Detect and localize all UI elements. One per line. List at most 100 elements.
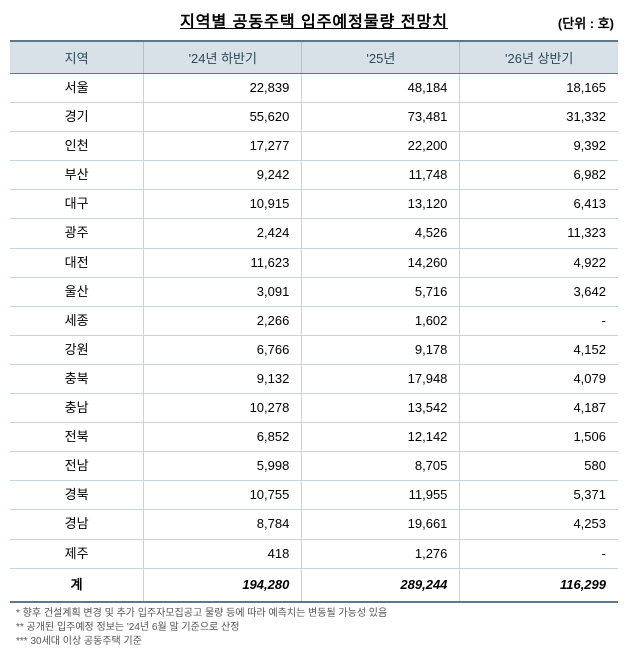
value-cell: 4,922: [460, 248, 618, 277]
value-cell: 9,132: [144, 364, 302, 393]
value-cell: 4,187: [460, 394, 618, 423]
table-row: 전남5,9988,705580: [10, 452, 618, 481]
table-row: 부산9,24211,7486,982: [10, 161, 618, 190]
value-cell: 13,120: [302, 190, 460, 219]
value-cell: 11,955: [302, 481, 460, 510]
table-title: 지역별 공동주택 입주예정물량 전망치: [180, 8, 448, 32]
value-cell: 11,323: [460, 219, 618, 248]
table-row: 충남10,27813,5424,187: [10, 394, 618, 423]
value-cell: 17,277: [144, 132, 302, 161]
value-cell: 55,620: [144, 103, 302, 132]
table-row: 광주2,4244,52611,323: [10, 219, 618, 248]
table-row: 대전11,62314,2604,922: [10, 248, 618, 277]
total-value: 194,280: [144, 568, 302, 602]
total-label: 계: [10, 568, 144, 602]
value-cell: 4,152: [460, 335, 618, 364]
region-cell: 광주: [10, 219, 144, 248]
unit-label: (단위 : 호): [558, 13, 614, 32]
table-row: 경남8,78419,6614,253: [10, 510, 618, 539]
value-cell: 418: [144, 539, 302, 568]
total-value: 116,299: [460, 568, 618, 602]
value-cell: 22,200: [302, 132, 460, 161]
value-cell: 13,542: [302, 394, 460, 423]
value-cell: 18,165: [460, 74, 618, 103]
total-row: 계194,280289,244116,299: [10, 568, 618, 602]
region-cell: 경남: [10, 510, 144, 539]
table-row: 경북10,75511,9555,371: [10, 481, 618, 510]
table-row: 서울22,83948,18418,165: [10, 74, 618, 103]
table-row: 울산3,0915,7163,642: [10, 277, 618, 306]
value-cell: 9,242: [144, 161, 302, 190]
region-cell: 강원: [10, 335, 144, 364]
region-cell: 경북: [10, 481, 144, 510]
region-cell: 충남: [10, 394, 144, 423]
total-value: 289,244: [302, 568, 460, 602]
footnotes: * 향후 건설계획 변경 및 추가 입주자모집공고 물량 등에 따라 예측치는 …: [10, 607, 618, 649]
value-cell: 3,091: [144, 277, 302, 306]
value-cell: 1,506: [460, 423, 618, 452]
value-cell: 2,424: [144, 219, 302, 248]
region-cell: 세종: [10, 306, 144, 335]
col-header-region: 지역: [10, 41, 144, 74]
value-cell: 11,748: [302, 161, 460, 190]
col-header-period2: '25년: [302, 41, 460, 74]
table-row: 전북6,85212,1421,506: [10, 423, 618, 452]
value-cell: 9,392: [460, 132, 618, 161]
table-row: 세종2,2661,602-: [10, 306, 618, 335]
value-cell: 6,852: [144, 423, 302, 452]
value-cell: 17,948: [302, 364, 460, 393]
table-row: 강원6,7669,1784,152: [10, 335, 618, 364]
table-body: 서울22,83948,18418,165경기55,62073,48131,332…: [10, 74, 618, 602]
forecast-table: 지역 '24년 하반기 '25년 '26년 상반기 서울22,83948,184…: [10, 40, 618, 603]
value-cell: 22,839: [144, 74, 302, 103]
value-cell: 1,276: [302, 539, 460, 568]
value-cell: 5,716: [302, 277, 460, 306]
value-cell: 10,755: [144, 481, 302, 510]
region-cell: 전남: [10, 452, 144, 481]
value-cell: 19,661: [302, 510, 460, 539]
value-cell: 8,705: [302, 452, 460, 481]
footnote-line: *** 30세대 이상 공동주택 기준: [16, 635, 618, 649]
value-cell: 14,260: [302, 248, 460, 277]
region-cell: 울산: [10, 277, 144, 306]
region-cell: 제주: [10, 539, 144, 568]
region-cell: 대구: [10, 190, 144, 219]
value-cell: 73,481: [302, 103, 460, 132]
value-cell: 11,623: [144, 248, 302, 277]
value-cell: 31,332: [460, 103, 618, 132]
value-cell: 8,784: [144, 510, 302, 539]
table-row: 충북9,13217,9484,079: [10, 364, 618, 393]
value-cell: 580: [460, 452, 618, 481]
value-cell: 3,642: [460, 277, 618, 306]
value-cell: 5,998: [144, 452, 302, 481]
region-cell: 전북: [10, 423, 144, 452]
value-cell: 9,178: [302, 335, 460, 364]
footnote-line: ** 공개된 입주예정 정보는 '24년 6월 말 기준으로 산정: [16, 621, 618, 635]
region-cell: 부산: [10, 161, 144, 190]
value-cell: 10,915: [144, 190, 302, 219]
value-cell: 1,602: [302, 306, 460, 335]
region-cell: 인천: [10, 132, 144, 161]
value-cell: 4,253: [460, 510, 618, 539]
value-cell: 6,413: [460, 190, 618, 219]
col-header-period3: '26년 상반기: [460, 41, 618, 74]
footnote-line: * 향후 건설계획 변경 및 추가 입주자모집공고 물량 등에 따라 예측치는 …: [16, 607, 618, 621]
table-row: 제주4181,276-: [10, 539, 618, 568]
table-row: 대구10,91513,1206,413: [10, 190, 618, 219]
region-cell: 충북: [10, 364, 144, 393]
col-header-period1: '24년 하반기: [144, 41, 302, 74]
value-cell: 4,079: [460, 364, 618, 393]
table-header-row: 지역 '24년 하반기 '25년 '26년 상반기: [10, 41, 618, 74]
table-row: 인천17,27722,2009,392: [10, 132, 618, 161]
value-cell: 6,982: [460, 161, 618, 190]
region-cell: 경기: [10, 103, 144, 132]
value-cell: 48,184: [302, 74, 460, 103]
value-cell: -: [460, 539, 618, 568]
value-cell: 12,142: [302, 423, 460, 452]
value-cell: 2,266: [144, 306, 302, 335]
value-cell: 4,526: [302, 219, 460, 248]
region-cell: 서울: [10, 74, 144, 103]
value-cell: 10,278: [144, 394, 302, 423]
table-row: 경기55,62073,48131,332: [10, 103, 618, 132]
value-cell: -: [460, 306, 618, 335]
